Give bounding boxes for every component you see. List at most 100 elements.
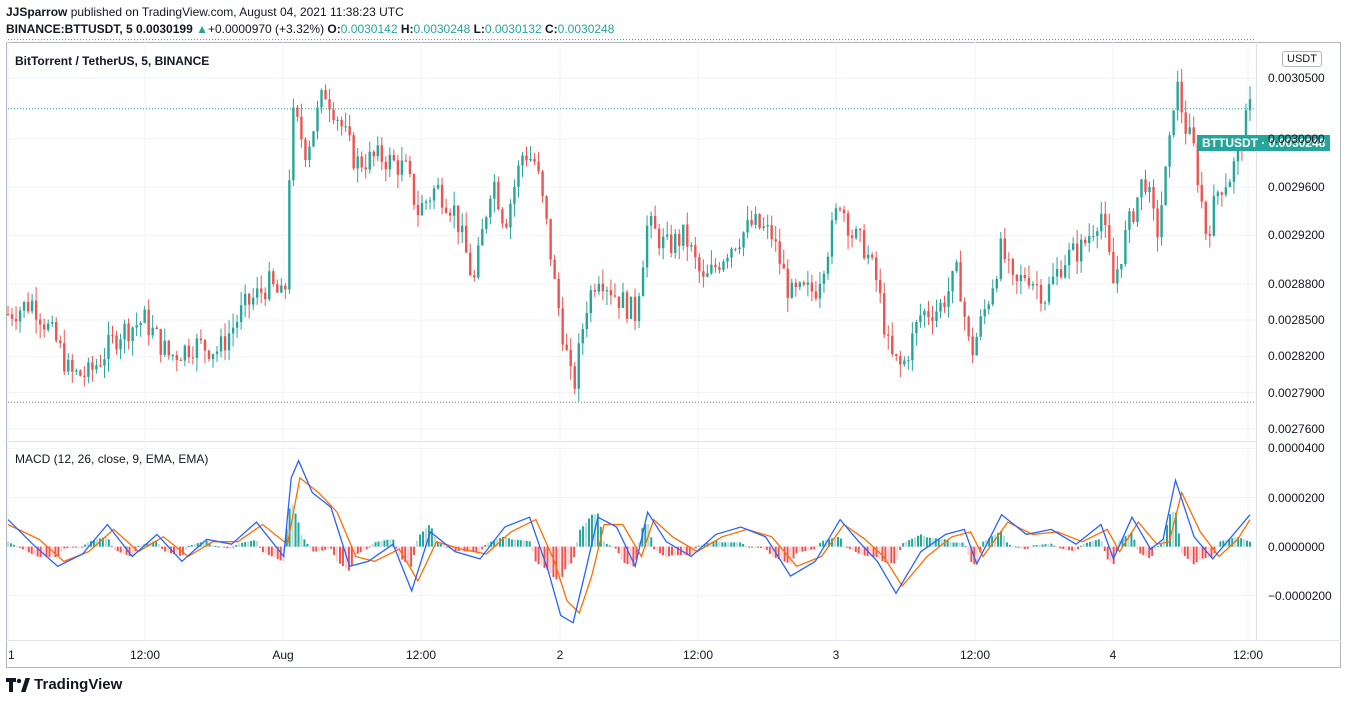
time-axis-border [6, 640, 1341, 641]
histogram-bar [1180, 546, 1183, 554]
candle-body [175, 355, 179, 360]
price-axis-border [1256, 42, 1257, 640]
candle-body [501, 209, 504, 224]
histogram-bar [1008, 544, 1011, 547]
candle-body [605, 290, 609, 292]
candle-body [195, 338, 199, 359]
histogram-bar [232, 546, 235, 548]
candle-body [55, 322, 58, 341]
histogram-bar [247, 541, 250, 547]
histogram-bar [1059, 546, 1062, 549]
candle-body [939, 302, 942, 312]
histogram-bar [389, 539, 392, 547]
time-axis-label: 1 [8, 648, 15, 662]
histogram-bar [958, 542, 961, 547]
change-up-icon: ▲ [196, 22, 208, 36]
histogram-bar [1216, 545, 1219, 547]
candle-body [352, 135, 355, 169]
macd-lines [7, 459, 1251, 624]
histogram-bar [845, 546, 848, 548]
histogram-bar [273, 546, 276, 558]
chart-frame[interactable] [6, 42, 1341, 668]
histogram-bar [1127, 534, 1130, 547]
histogram-bar [75, 546, 78, 548]
candle-body [1096, 231, 1099, 236]
candle-body [22, 302, 26, 311]
histogram-bar [60, 546, 63, 552]
candle-body [577, 343, 580, 389]
pane-separator[interactable] [6, 441, 1256, 442]
histogram-bar [128, 546, 131, 557]
price-tag-symbol: BTTUSDT [1202, 136, 1258, 150]
candle-body [1188, 127, 1191, 134]
histogram-bar [214, 545, 217, 547]
macd-histogram [7, 504, 1251, 581]
publisher-name[interactable]: JJSparrow [6, 5, 68, 19]
histogram-bar [911, 538, 914, 547]
histogram-bar [1014, 546, 1017, 548]
histogram-bar [626, 546, 629, 565]
histogram-bar [771, 546, 774, 557]
histogram-bar [638, 541, 641, 547]
histogram-bar [1103, 546, 1106, 552]
histogram-bar [531, 546, 534, 552]
histogram-bar [902, 543, 905, 547]
histogram-bar [137, 546, 140, 548]
candle-body [268, 271, 271, 300]
histogram-bar [1017, 546, 1020, 548]
tradingview-logo[interactable]: TradingView [6, 676, 122, 693]
candle-body [822, 273, 826, 284]
candle-body [810, 282, 814, 292]
candle-body [963, 301, 966, 317]
histogram-bar [768, 546, 771, 554]
histogram-bar [276, 546, 279, 560]
candle-body [718, 267, 721, 270]
histogram-bar [250, 540, 253, 547]
high-label: H: [400, 22, 414, 36]
histogram-bar [407, 546, 410, 565]
histogram-bar [1189, 546, 1192, 562]
histogram-bar [908, 540, 911, 547]
candle-body [392, 154, 396, 161]
candle-body [38, 319, 42, 325]
candle-body [858, 228, 862, 231]
candle-body [537, 161, 540, 172]
histogram-bar [297, 522, 300, 547]
histogram-bar [884, 546, 887, 563]
histogram-bar [24, 546, 27, 551]
histogram-bar [931, 537, 934, 547]
histogram-bar [1068, 546, 1071, 551]
macd-legend[interactable]: MACD (12, 26, close, 9, EMA, EMA) [15, 452, 209, 466]
histogram-bar [57, 546, 60, 557]
histogram-bar [718, 541, 721, 547]
candle-body [448, 212, 452, 216]
histogram-bar [510, 539, 513, 547]
candle-body [135, 325, 138, 328]
candle-body [967, 316, 970, 337]
histogram-bar [828, 539, 831, 547]
histogram-bar [513, 539, 516, 547]
histogram-bar [187, 545, 190, 547]
histogram-bar [430, 528, 433, 547]
candle-body [1124, 229, 1127, 264]
currency-badge[interactable]: USDT [1282, 51, 1322, 67]
candle-body [372, 151, 375, 157]
candle-body [786, 268, 789, 298]
candle-body [597, 283, 601, 292]
histogram-bar [712, 541, 715, 547]
histogram-bar [834, 537, 837, 547]
candle-body [573, 366, 576, 389]
histogram-bar [813, 546, 816, 550]
candle-body [585, 313, 588, 330]
price-axis-label: 0.0029200 [1268, 228, 1325, 243]
histogram-bar [893, 546, 896, 564]
candle-body [943, 302, 946, 307]
price-axis-label: 0.0027900 [1268, 385, 1325, 400]
candle-body [870, 254, 874, 258]
candle-body [251, 297, 255, 305]
histogram-bar [561, 546, 564, 577]
main-legend[interactable]: BitTorrent / TetherUS, 5, BINANCE [15, 54, 210, 68]
candle-body [895, 354, 898, 356]
candle-body [625, 292, 629, 319]
